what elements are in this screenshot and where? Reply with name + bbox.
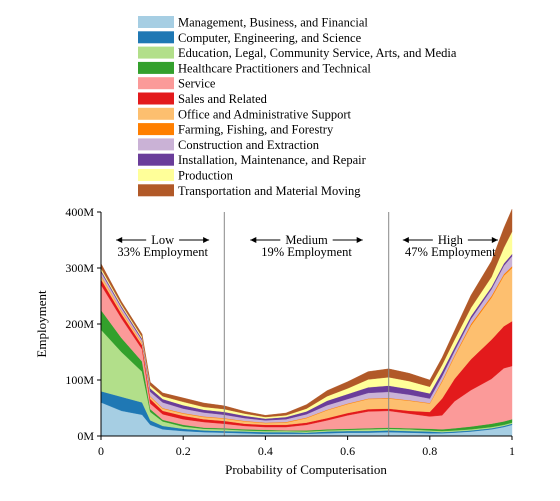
region-share: 33% Employment: [117, 245, 208, 259]
y-axis-label: Employment: [34, 290, 49, 358]
x-tick-label: 0.8: [422, 444, 437, 458]
legend-entry: Office and Administrative Support: [178, 107, 352, 121]
region-label: Low: [151, 233, 174, 247]
region-arrowhead-right: [491, 237, 498, 243]
y-tick-label: 400M: [65, 205, 94, 219]
legend-swatch: [138, 16, 174, 28]
x-tick-label: 0: [98, 444, 104, 458]
y-tick-label: 0M: [77, 429, 94, 443]
legend-swatch: [138, 46, 174, 59]
legend-swatch: [138, 184, 174, 197]
region-arrowhead-right: [203, 237, 210, 243]
legend-entry: Healthcare Practitioners and Technical: [178, 61, 371, 75]
legend-swatch: [138, 123, 174, 136]
legend-swatch: [138, 153, 174, 166]
region-arrowhead-left: [402, 237, 409, 243]
region-arrowhead-right: [356, 237, 363, 243]
x-tick-label: 0.2: [176, 444, 191, 458]
legend-entry: Management, Business, and Financial: [178, 16, 368, 30]
legend-entry: Sales and Related: [178, 92, 268, 106]
legend-swatch: [138, 31, 174, 44]
region-share: 19% Employment: [261, 245, 352, 259]
legend-entry: Service: [178, 77, 216, 91]
legend-swatch: [138, 92, 174, 105]
legend-swatch: [138, 138, 174, 151]
region-dividers: [223, 212, 390, 436]
axes: 0M 100M 200M 300M 400M 0 0.2 0.4 0.6 0.8 1: [65, 205, 515, 458]
legend-entry: Installation, Maintenance, and Repair: [178, 153, 367, 167]
y-tick-label: 100M: [65, 373, 94, 387]
y-tick-label: 300M: [65, 261, 94, 275]
legend-swatch: [138, 77, 174, 90]
legend-swatch: [138, 169, 174, 181]
legend-entry: Education, Legal, Community Service, Art…: [178, 46, 457, 60]
region-arrowhead-left: [250, 237, 257, 243]
y-tick-label: 200M: [65, 317, 94, 331]
x-tick-label: 1: [509, 444, 515, 458]
legend-entry: Farming, Fishing, and Forestry: [178, 123, 334, 137]
legend-entry: Production: [178, 169, 234, 183]
region-arrowhead-left: [116, 237, 123, 243]
region-label: High: [438, 233, 464, 247]
legend-entry: Transportation and Material Moving: [178, 184, 361, 198]
legend-swatch: [138, 107, 174, 120]
x-tick-label: 0.6: [340, 444, 355, 458]
legend-entry: Construction and Extraction: [178, 138, 320, 152]
legend-swatch: [138, 61, 174, 74]
region-label: Medium: [285, 233, 328, 247]
x-tick-label: 0.4: [258, 444, 273, 458]
legend: Management, Business, and FinancialCompu…: [138, 16, 457, 198]
legend-entry: Computer, Engineering, and Science: [178, 31, 362, 45]
x-axis-label: Probability of Computerisation: [225, 462, 387, 477]
region-share: 47% Employment: [405, 245, 496, 259]
